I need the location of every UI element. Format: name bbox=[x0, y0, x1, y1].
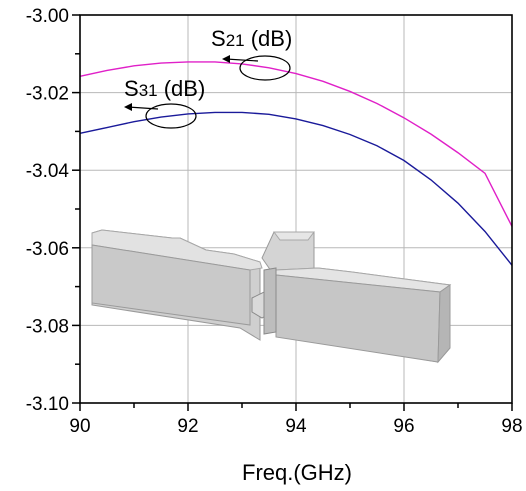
series-line-s21 bbox=[79, 61, 513, 227]
x-tick-label: 98 bbox=[501, 416, 522, 437]
y-tick-label: -3.06 bbox=[26, 239, 69, 260]
s21-arrowhead bbox=[222, 55, 230, 63]
annotation-s21: S21 (dB) bbox=[211, 26, 292, 81]
s31-arrowhead bbox=[124, 103, 132, 111]
s31-label: S31 (dB) bbox=[124, 76, 205, 101]
y-tick-label: -3.02 bbox=[26, 84, 69, 105]
s21-ellipse bbox=[239, 55, 291, 81]
annotation-s31: S31 (dB) bbox=[124, 76, 205, 129]
x-tick-label: 90 bbox=[69, 416, 90, 437]
x-tick-label: 96 bbox=[393, 416, 414, 437]
series-line-s31 bbox=[79, 111, 513, 266]
waveguide-3d-model-icon bbox=[91, 229, 452, 364]
s21-arrow bbox=[225, 58, 259, 62]
y-tick-label: -3.10 bbox=[26, 394, 69, 415]
y-tick-label: -3.00 bbox=[26, 6, 69, 27]
s31-ellipse bbox=[145, 103, 197, 129]
x-tick-label: 94 bbox=[285, 416, 307, 437]
y-tick-label: -3.08 bbox=[26, 316, 69, 337]
s31-arrow bbox=[127, 106, 159, 110]
x-tick-label: 92 bbox=[177, 416, 198, 437]
x-axis-label: Freq.(GHz) bbox=[242, 460, 352, 485]
y-tick-label: -3.04 bbox=[26, 161, 70, 182]
s21-label: S21 (dB) bbox=[211, 26, 292, 51]
series-layer bbox=[79, 61, 513, 266]
